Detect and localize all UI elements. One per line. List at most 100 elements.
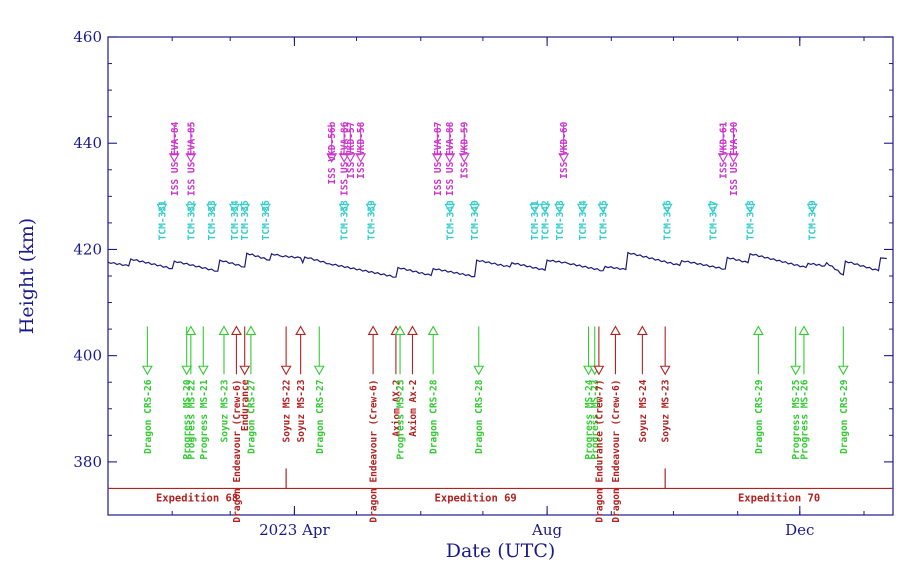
y-tick-label: 400 — [73, 347, 102, 365]
arrow-head — [593, 365, 605, 376]
eva-label: ISS VKD-57 — [346, 122, 357, 179]
eva-label: ISS US EVA-85 — [186, 121, 197, 196]
eva-label: ISS VKD-56b — [327, 121, 338, 184]
tcm-label: TCM-341 — [530, 200, 541, 240]
arrow-head — [717, 153, 729, 163]
y-axis-title: Height (km) — [16, 218, 38, 334]
x-tick-label: 2023 Apr — [259, 521, 330, 539]
arrow-head — [206, 203, 218, 214]
arrow-head — [344, 153, 356, 163]
arrow-head — [141, 365, 153, 376]
visit-label: Progress MS-23 — [590, 379, 601, 459]
expedition-label: Expedition 68 — [156, 492, 238, 504]
tcm-label: TCM-338 — [340, 200, 351, 240]
expedition-label: Expedition 70 — [738, 492, 820, 504]
arrow-head — [798, 325, 810, 336]
visit-label: Dragon Endurance (Crew-7) — [594, 380, 605, 523]
visiting-vehicle-events: Dragon CRS-26 Progress MS-20 Progress MS-2… — [141, 325, 850, 523]
arrow-head — [355, 153, 367, 163]
arrow-head — [156, 203, 168, 214]
visit-label: Dragon CRS-27 — [315, 380, 326, 454]
arrow-head — [458, 153, 470, 163]
arrow-head — [185, 325, 197, 336]
arrow-head — [313, 365, 325, 376]
visit-label: Dragon Endeavour (Crew-6) — [611, 380, 622, 523]
tcm-label: TCM-349 — [808, 200, 819, 240]
arrow-head — [394, 325, 406, 336]
arrow-head — [185, 153, 197, 163]
eva-label: ISS VKD-59 — [460, 121, 471, 178]
tcm-label: TCM-340 — [445, 200, 456, 240]
arrow-head — [728, 153, 739, 163]
tcm-label: TCM-347 — [708, 200, 719, 240]
visit-label: Dragon CRS-29 — [754, 379, 765, 454]
eva-events: ISS US EVA-84 ISS US EVA-85 ISS VKD-56b ISS… — [168, 121, 740, 196]
arrow-head — [228, 203, 240, 214]
visit-label: Axiom Ax-2 — [408, 380, 419, 437]
arrow-head — [806, 203, 818, 214]
tcm-label: TCM-332 — [186, 200, 197, 240]
x-tick-label: Aug — [531, 521, 562, 539]
tcm-label: TCM-336 — [261, 200, 272, 240]
tcm-label: TCM-331 — [157, 200, 168, 240]
y-tick-label: 380 — [73, 453, 102, 471]
tcm-label: TCM-343 — [555, 200, 566, 240]
tcm-label: TCM-340 — [470, 200, 481, 240]
visit-label: Soyuz MS-22 — [282, 380, 293, 443]
tcm-label: TCM-333 — [207, 200, 218, 240]
tcm-label: TCM-345 — [599, 200, 610, 240]
arrow-head — [837, 365, 849, 376]
arrow-head — [338, 203, 350, 214]
visit-label: Dragon CRS-28 — [429, 379, 440, 454]
arrow-head — [636, 325, 648, 336]
visit-label: Soyuz MS-24 — [638, 379, 649, 442]
arrow-head — [239, 365, 251, 376]
arrow-head — [407, 325, 418, 336]
eva-label: ISS US EVA-86 — [340, 121, 351, 196]
tcm-label: TCM-334 — [230, 200, 241, 240]
visit-label: Endurance — [240, 379, 251, 431]
arrow-head — [469, 203, 481, 214]
arrow-head — [367, 325, 379, 336]
arrow-head — [427, 325, 439, 336]
arrow-head — [239, 203, 251, 214]
arrow-head — [707, 203, 719, 214]
visit-label: Progress MS-20 — [182, 379, 193, 459]
x-tick-label: Dec — [785, 521, 814, 539]
y-tick-label: 420 — [73, 240, 102, 258]
visit-label: Soyuz MS-23 — [219, 379, 230, 442]
visit-label: Dragon CRS-27 — [246, 380, 257, 454]
visit-label: Dragon CRS-29 — [839, 379, 850, 454]
arrow-head — [597, 203, 609, 214]
arrow-head — [218, 325, 230, 336]
arrow-head — [659, 365, 671, 376]
eva-label: ISS VKD-60 — [559, 121, 570, 178]
tcm-label: TCM-348 — [746, 200, 757, 240]
arrow-head — [752, 325, 764, 336]
tcm-events: TCM-331 TCM-332 TCM-333 TCM-334 TCM-335 TCM-3… — [156, 200, 819, 240]
tcm-label: TCM-339 — [367, 200, 378, 240]
eva-label: ISS US EVA-88 — [445, 121, 456, 196]
visit-label: Axiom AX-2 — [391, 380, 402, 437]
visit-label: Dragon Endeavour (Crew-6) — [232, 380, 243, 523]
arrow-head — [744, 203, 756, 214]
altitude-series-line — [107, 251, 887, 278]
x-axis: 2023 Apr Aug Dec — [107, 37, 865, 539]
arrow-head — [554, 203, 565, 214]
expedition-label: Expedition 69 — [435, 492, 517, 504]
arrow-head — [197, 365, 209, 376]
eva-label: ISS US EVA-87 — [433, 122, 444, 196]
arrow-head — [610, 325, 621, 336]
expedition-bar: Expedition 68 Expedition 69 Expedition 70 — [108, 468, 893, 504]
y-tick-label: 440 — [73, 134, 102, 152]
arrow-head — [326, 153, 338, 163]
visit-label: Progress MS-21 — [199, 379, 210, 459]
visit-label: Dragon CRS-26 — [143, 379, 154, 454]
arrow-head — [280, 365, 292, 376]
y-tick-label: 460 — [73, 28, 102, 46]
eva-label: ISS US EVA-90 — [729, 121, 740, 196]
eva-label: ISS US EVA-84 — [170, 121, 181, 196]
tcm-label: TCM-342 — [541, 200, 552, 240]
eva-label: ISS VKD-61 — [719, 121, 730, 178]
